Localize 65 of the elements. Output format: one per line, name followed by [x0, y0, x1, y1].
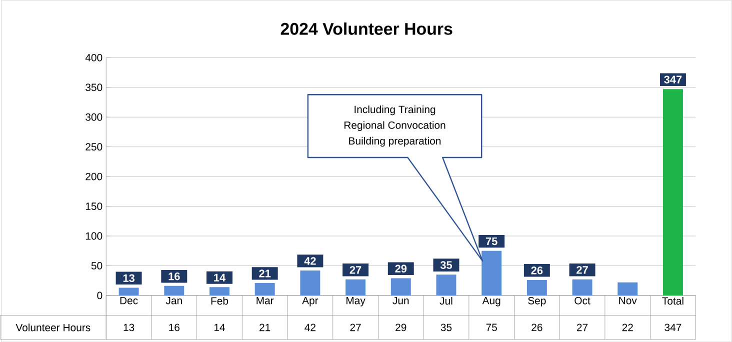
data-label: 27: [350, 324, 361, 332]
bar: [482, 250, 502, 296]
annotation: 29: [395, 264, 407, 272]
x-tick-label: Jan: [166, 296, 182, 304]
x-tick-label: Dec: [120, 296, 138, 304]
x-tick-label: Jul: [440, 296, 452, 305]
x-tick-label: Sep: [528, 296, 546, 306]
annotation: 27: [350, 266, 362, 274]
data-label: 26: [532, 324, 542, 332]
bar: [118, 288, 139, 296]
bar: [210, 287, 230, 296]
bar: [618, 282, 638, 296]
y-tick-label: 100: [86, 232, 102, 240]
bar: [526, 280, 547, 296]
y-tick-label: 300: [86, 113, 102, 121]
y-tick-label: 200: [86, 172, 102, 180]
annotation: 26: [531, 266, 543, 274]
annotation: 27: [576, 266, 588, 274]
bar: [300, 270, 320, 296]
y-tick-label: 350: [86, 84, 102, 92]
y-tick-label: 50: [91, 262, 102, 270]
annotation: 14: [214, 274, 226, 282]
x-tick-label: Total: [662, 296, 684, 305]
annotation: 42: [304, 257, 316, 265]
x-tick-label: Mar: [256, 296, 274, 304]
data-label: 29: [396, 324, 406, 332]
x-tick-label: May: [346, 296, 366, 306]
data-label: 27: [576, 324, 588, 332]
x-tick-label: Oct: [574, 296, 590, 304]
bar: [662, 89, 683, 296]
x-tick-label: Aug: [482, 296, 500, 306]
annotation: 347: [664, 76, 682, 84]
chart-title: 2024 Volunteer Hours: [280, 22, 452, 35]
annotation: Including Training: [354, 105, 436, 116]
data-label: 16: [169, 324, 180, 332]
bar: [390, 278, 411, 296]
annotation: Regional Convocation: [344, 121, 446, 131]
annotation: 16: [168, 272, 180, 280]
x-tick-label: Feb: [211, 296, 228, 305]
y-tick-label: 250: [86, 143, 102, 150]
annotation: 75: [486, 237, 498, 246]
annotation: Building preparation: [349, 136, 441, 147]
bar: [436, 274, 456, 296]
data-label: 42: [304, 324, 316, 332]
x-tick-label: Apr: [302, 296, 318, 306]
annotation: 21: [259, 270, 271, 278]
text: Volunteer Hours: [16, 324, 90, 332]
x-tick-label: Jun: [392, 296, 409, 304]
y-tick-label: 0: [97, 292, 102, 300]
y-tick-label: 150: [86, 202, 102, 210]
data-label: 35: [440, 324, 452, 332]
data-label: 21: [260, 324, 270, 332]
y-tick-label: 400: [85, 54, 102, 62]
x-tick-label: Nov: [619, 296, 637, 304]
data-label: 22: [622, 324, 633, 332]
annotation: 35: [440, 261, 452, 269]
bar: [346, 279, 366, 296]
data-label: 347: [664, 324, 682, 332]
bar: [254, 282, 275, 296]
bar: [572, 279, 592, 296]
data-label: 14: [214, 324, 225, 331]
annotation: 13: [123, 274, 134, 282]
bar: [164, 286, 184, 296]
data-label: 13: [124, 324, 134, 332]
data-label: 75: [486, 324, 497, 332]
